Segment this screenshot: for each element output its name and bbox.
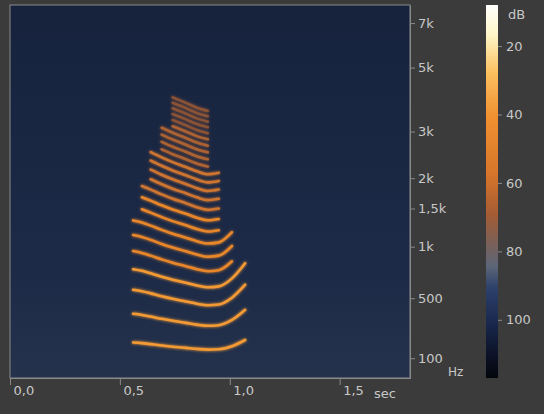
y-tick: 7k xyxy=(410,16,434,31)
colorbar-tick-label: 20 xyxy=(506,39,523,54)
harmonic-line xyxy=(151,152,219,174)
y-tick: 5k xyxy=(410,60,434,75)
y-tick: 100 xyxy=(410,351,443,366)
x-axis-line xyxy=(11,378,411,379)
y-tick-label: 2k xyxy=(418,171,434,186)
y-tick-mark xyxy=(410,298,415,299)
harmonic-line xyxy=(151,170,219,191)
y-tick: 1k xyxy=(410,239,434,254)
colorbar-tick-mark xyxy=(498,46,502,47)
y-tick-label: 1,5k xyxy=(418,201,447,216)
background xyxy=(0,0,544,414)
plot-area xyxy=(10,5,410,378)
y-tick-label: 5k xyxy=(418,60,434,75)
harmonic-line xyxy=(142,186,219,210)
harmonic-line xyxy=(133,285,245,306)
colorbar-tick-label: 40 xyxy=(506,107,523,122)
x-tick: 0,5 xyxy=(120,378,144,398)
y-tick-label: 500 xyxy=(418,291,443,306)
x-tick-label: 0,5 xyxy=(123,383,144,398)
harmonic-line xyxy=(133,310,245,326)
y-axis-line xyxy=(410,6,411,379)
colorbar-tick-mark xyxy=(498,115,502,116)
colorbar-tick: 100 xyxy=(498,312,531,327)
colorbar-tick: 80 xyxy=(498,244,523,259)
x-tick-label: 1,0 xyxy=(233,383,254,398)
chart: 0,0 0,5 1,0 1,5 100 500 1k 1,5k 2k 3k 5k 7k sec Hz 20 4… xyxy=(0,0,544,414)
colorbar-tick-mark xyxy=(498,183,502,184)
colorbar-axis-line xyxy=(498,6,499,379)
y-tick-mark xyxy=(410,132,415,133)
colorbar-tick-mark xyxy=(498,251,502,252)
x-tick-label: 1,5 xyxy=(343,383,364,398)
y-tick: 3k xyxy=(410,124,434,139)
plot-frame xyxy=(10,5,410,378)
x-tick-mark xyxy=(230,378,231,385)
x-axis: 0,0 0,5 1,0 1,5 xyxy=(11,378,411,398)
x-tick: 0,0 xyxy=(11,378,35,398)
y-tick-mark xyxy=(410,209,415,210)
colorbar-tick-label: 100 xyxy=(506,312,531,327)
y-tick-mark xyxy=(410,358,415,359)
x-tick-mark xyxy=(10,378,11,385)
colorbar-tick: 20 xyxy=(498,39,523,54)
colorbar-title: dB xyxy=(508,7,525,22)
y-tick-mark xyxy=(410,68,415,69)
x-tick-mark xyxy=(120,378,121,385)
y-tick-mark xyxy=(410,178,415,179)
x-tick-label: 0,0 xyxy=(14,383,35,398)
x-axis-title: sec xyxy=(374,386,396,401)
y-tick: 2k xyxy=(410,171,434,186)
colorbar xyxy=(486,5,498,378)
harmonic-line xyxy=(133,235,232,257)
harmonic-line xyxy=(173,97,208,111)
colorbar-tick-label: 80 xyxy=(506,244,523,259)
x-tick: 1,5 xyxy=(340,378,364,398)
y-axis: 100 500 1k 1,5k 2k 3k 5k 7k xyxy=(410,6,447,379)
colorbar-tick-mark xyxy=(498,320,502,321)
harmonic-line xyxy=(133,340,245,350)
y-tick-label: 3k xyxy=(418,124,434,139)
harmonics xyxy=(133,97,245,349)
y-tick: 500 xyxy=(410,291,443,306)
y-tick-label: 100 xyxy=(418,351,443,366)
y-tick-label: 1k xyxy=(418,239,434,254)
y-axis-title: Hz xyxy=(448,365,463,379)
x-tick-mark xyxy=(340,378,341,385)
harmonic-line xyxy=(151,161,219,183)
y-tick-mark xyxy=(410,247,415,248)
y-tick-mark xyxy=(410,23,415,24)
colorbar-tick: 40 xyxy=(498,107,523,122)
harmonic-line xyxy=(133,251,232,271)
x-tick: 1,0 xyxy=(230,378,254,398)
colorbar-tick: 60 xyxy=(498,176,523,191)
colorbar-tick-label: 60 xyxy=(506,176,523,191)
colorbar-axis: 20 40 60 80 100 xyxy=(498,6,531,379)
y-tick: 1,5k xyxy=(410,201,447,216)
y-tick-label: 7k xyxy=(418,16,434,31)
